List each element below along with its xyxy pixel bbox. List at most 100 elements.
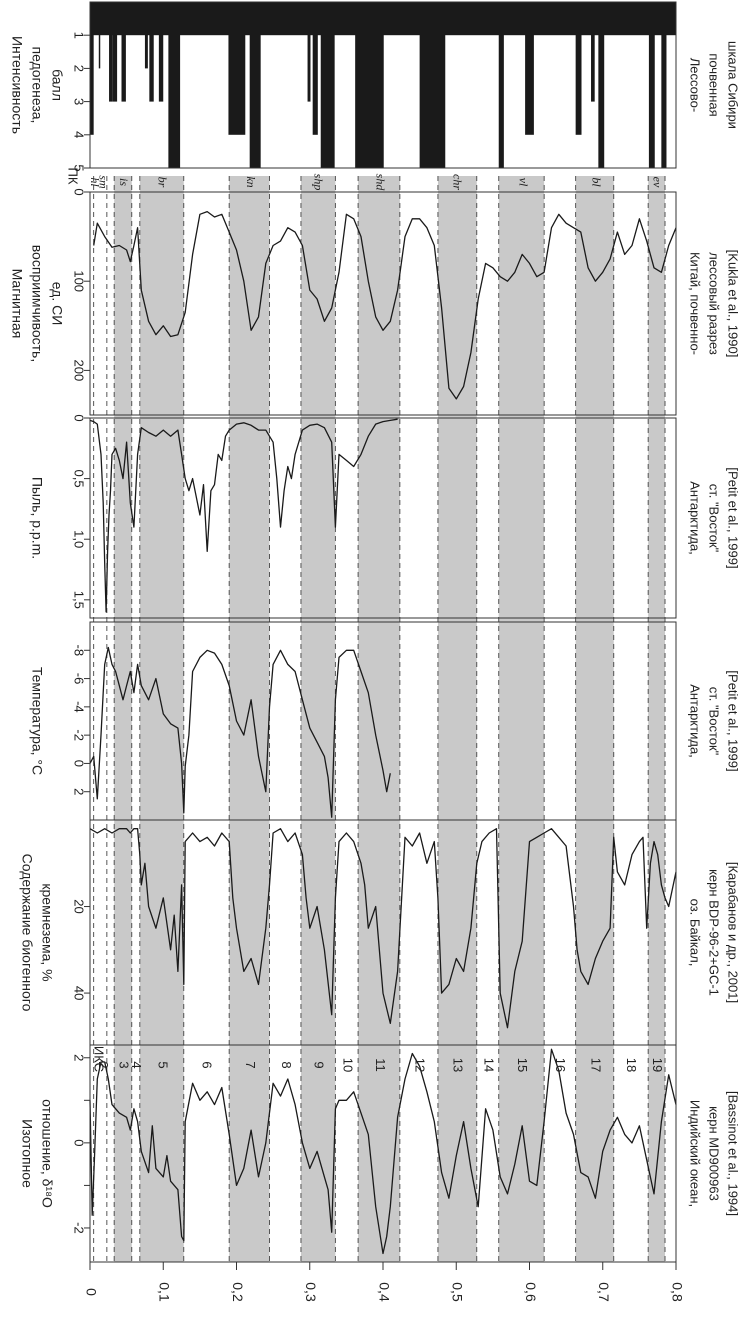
temperature-tick-label: -2 [72,729,87,741]
pedogenesis-axis-title: Интенсивность [9,36,25,134]
time-axis-tick-label: 0 [83,1288,99,1296]
pedogenesis-bar [591,2,595,102]
susceptibility-frame [89,191,677,416]
soil-complex-label: br [155,177,169,188]
mis-number: 11 [373,1058,388,1072]
dust-tick-label: 1,0 [72,530,87,548]
soil-complex-label: kn [244,176,258,187]
pedogenesis-tick-label: 3 [72,98,87,105]
pedogenesis-tick-label: 5 [72,164,87,171]
interglacial-band [300,176,336,1262]
pedogenesis-bar [575,2,582,135]
silica-source-label: [Карабанов и др., 2001] [726,862,739,1003]
time-axis-tick-label: 0,2 [230,1282,246,1302]
pedogenesis-bar [228,2,246,135]
time-axis-tick-label: 0,5 [450,1282,466,1302]
pedogenesis-bar [419,2,446,168]
pedogenesis-bar [661,2,667,168]
pedogenesis-bar [158,2,164,102]
susceptibility-axis-title: Магнитная [9,269,25,339]
temperature-tick-label: -6 [72,673,87,685]
soil-complex-label: bl [590,177,604,187]
pedogenesis-bar [355,2,384,168]
isotope-source-label: [Bassinot et al., 1994] [726,1091,739,1216]
isotope-tick-label: 0 [72,1139,87,1146]
temperature-source-label: ст. "Восток" [707,687,722,756]
pedogenesis-tick-label: 4 [72,131,87,138]
mis-number: 5 [155,1061,170,1068]
interglacial-band [114,176,132,1262]
susceptibility-source-label: лессовый разрез [707,252,722,355]
silica-tick-label: 20 [72,899,87,913]
temperature-source-label: [Petit et al., 1999] [726,670,739,771]
mis-number: 13 [451,1058,466,1072]
mis-number: 18 [624,1058,639,1072]
interglacial-band [575,176,614,1262]
isotope-tick-label: 2 [72,1054,87,1061]
dust-tick-label: 1,5 [72,591,87,609]
mis-number: 15 [515,1058,530,1072]
pedogenesis-bar [320,2,335,168]
time-axis-tick-label: 0,8 [669,1282,685,1302]
interglacial-band [648,176,666,1262]
pedogenesis-bar [307,2,311,102]
mis-number: 3 [117,1061,132,1068]
isotope-tick-label: -2 [72,1222,87,1234]
temperature-series-line [89,646,391,818]
temperature-tick-label: -8 [72,645,87,657]
susceptibility-tick-label: 200 [72,360,87,382]
time-axis-tick-label: 0,3 [303,1282,319,1302]
pedogenesis-bar [498,2,504,168]
pedogenesis-bar [121,2,126,102]
dust-frame [89,417,677,619]
mis-number: 8 [279,1061,294,1068]
isotope-source-label: керн MD900963 [707,1106,722,1201]
susceptibility-source-label: Китай, почвенно- [688,252,703,355]
mis-number: 16 [553,1058,568,1072]
pedogenesis-bar [98,2,101,69]
susceptibility-axis-title: восприимчивость, [29,245,45,362]
pedogenesis-bar [144,2,148,69]
mis-number: 9 [311,1061,326,1068]
mis-number: 12 [412,1058,427,1072]
pedogenesis-axis-title: балл [49,69,65,101]
time-axis-tick-label: 0,6 [523,1282,539,1302]
isotope-axis-title: Изотопное [19,1119,35,1188]
silica-source-label: керн BDP-96-2+GC-1 [707,869,722,996]
silica-source-label: оз. Байкал, [688,899,703,967]
pedogenesis-bar [149,2,154,102]
mis-label: ИКС [92,1046,107,1072]
isotope-axis-title: отношение, δ¹⁸O [39,1099,55,1208]
susceptibility-tick-label: 0 [72,188,87,195]
temperature-tick-label: 0 [72,760,87,767]
chart-marks [89,2,677,1255]
silica-tick-label: 40 [72,986,87,1000]
interglacial-band [498,176,545,1262]
temperature-tick-label: 2 [72,788,87,795]
mis-number: 2 [96,1061,111,1068]
dust-tick-label: 0 [72,414,87,421]
dust-source-label: [Petit et al., 1999] [726,467,739,568]
pedogenesis-source-label: почвенная [707,53,722,116]
pedogenesis-bar [109,2,113,102]
soil-complex-label: vl [516,178,530,187]
interglacial-band [139,176,184,1262]
silica-axis-title: Содержание биогенного [19,854,35,1012]
soil-complex-label: is [117,178,131,186]
time-axis-tick-label: 0,4 [376,1282,392,1302]
interglacial-bands [93,176,666,1262]
time-axis-tick-label: 0,1 [157,1282,173,1302]
dust-series-line [89,418,398,613]
dust-tick-label: 0,5 [72,470,87,488]
soil-complex-label: ev [650,177,664,188]
susceptibility-series-line [93,210,677,400]
mis-number: 17 [588,1058,603,1072]
mis-number: 6 [199,1061,214,1068]
soil-complex-label: shd [374,174,388,192]
isotope-series-line [89,1048,677,1255]
pedogenesis-source-label: Лессово- [688,58,703,112]
silica-axis-title: кремнезема, % [39,883,55,981]
dust-source-label: Антарктида, [688,481,703,555]
